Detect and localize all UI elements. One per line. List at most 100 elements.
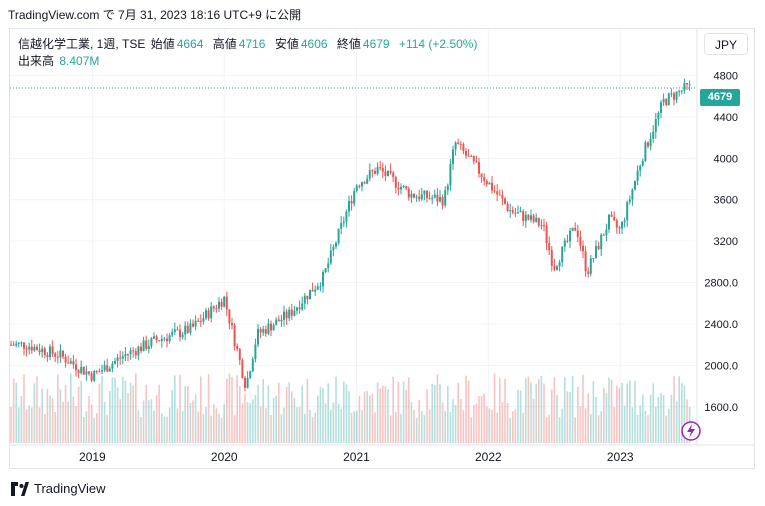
volume-bar xyxy=(605,392,608,443)
volume-bar xyxy=(324,403,327,443)
volume-bar xyxy=(540,375,543,443)
volume-bar xyxy=(189,402,192,443)
footer-brand[interactable]: TradingView xyxy=(10,481,106,496)
volume-bar xyxy=(371,394,374,443)
volume-bar xyxy=(504,378,506,443)
candle-body xyxy=(20,342,23,344)
candle-body xyxy=(119,357,122,359)
volume-bar xyxy=(592,381,595,443)
candle-body xyxy=(618,227,621,229)
tradingview-logo-icon xyxy=(11,481,29,496)
candle-body xyxy=(641,161,644,166)
candle-body xyxy=(649,138,652,147)
volume-bar xyxy=(595,397,597,443)
volume-bar xyxy=(545,417,548,443)
candle-body xyxy=(33,346,36,351)
candle-body xyxy=(535,217,538,222)
candle-body xyxy=(402,185,405,188)
candle-body xyxy=(116,357,119,361)
volume-bar xyxy=(262,379,264,443)
volume-bar xyxy=(80,380,82,443)
candle-body xyxy=(600,234,603,250)
candle-body xyxy=(301,303,304,310)
volume-bar xyxy=(98,383,101,443)
volume-bar xyxy=(478,396,480,443)
volume-bar xyxy=(530,382,532,443)
volume-bar xyxy=(254,394,257,443)
candle-body xyxy=(90,373,93,381)
volume-bar xyxy=(226,378,228,443)
candle-body xyxy=(566,240,569,242)
candle-body xyxy=(444,190,447,206)
volume-bar xyxy=(569,391,571,443)
candle-body xyxy=(400,187,402,190)
candle-body xyxy=(667,93,670,106)
volume-bar xyxy=(18,407,20,443)
volume-bar xyxy=(101,376,103,443)
legend-high-label: 高値 xyxy=(212,37,237,51)
candle-body xyxy=(249,371,252,378)
candle-body xyxy=(517,212,519,214)
volume-bar xyxy=(473,404,475,443)
candle-body xyxy=(98,371,101,373)
volume-bar xyxy=(314,412,316,443)
volume-bar xyxy=(90,404,93,443)
volume-bar xyxy=(462,410,465,443)
candle-body xyxy=(522,211,525,221)
candle-body xyxy=(244,377,246,388)
volume-bar xyxy=(44,413,46,443)
volume-bar xyxy=(488,408,491,443)
candle-body xyxy=(368,170,371,179)
candle-body xyxy=(15,343,18,346)
candle-body xyxy=(270,323,272,331)
volume-bar xyxy=(207,374,210,443)
candle-body xyxy=(686,82,688,85)
candle-body xyxy=(452,149,454,165)
volume-bar xyxy=(348,391,350,443)
candle-body xyxy=(173,329,176,333)
volume-bar xyxy=(85,411,88,443)
candle-body xyxy=(485,180,488,185)
candle-body xyxy=(111,363,114,369)
candle-body xyxy=(353,190,356,204)
volume-bar xyxy=(475,403,478,443)
volume-bar xyxy=(23,374,25,443)
volume-bar xyxy=(12,378,15,443)
volume-bar xyxy=(441,402,444,443)
currency-button[interactable]: JPY xyxy=(704,33,748,55)
candle-body xyxy=(147,346,150,349)
volume-bar xyxy=(228,373,231,443)
candle-body xyxy=(548,243,551,251)
candle-body xyxy=(290,309,293,316)
volume-bar xyxy=(132,385,134,443)
candle-body xyxy=(64,356,67,363)
volume-bar xyxy=(158,384,160,443)
legend-volume-label: 出来高 xyxy=(18,54,55,68)
volume-bar xyxy=(493,373,496,443)
volume-bar xyxy=(166,416,168,443)
candle-body xyxy=(626,201,629,221)
candle-body xyxy=(306,295,309,300)
candle-body xyxy=(285,311,288,319)
legend-low-value: 4606 xyxy=(300,37,328,51)
candle-body xyxy=(384,171,387,176)
candle-body xyxy=(459,143,462,145)
legend-close-value: 4679 xyxy=(362,37,390,51)
volume-bar xyxy=(36,376,38,443)
candle-body xyxy=(467,155,470,157)
candle-body xyxy=(478,162,480,174)
candle-body xyxy=(628,199,631,202)
candle-body xyxy=(288,309,291,319)
y-tick-label: 2400.0 xyxy=(704,319,738,331)
volume-bar xyxy=(522,412,524,443)
volume-bar xyxy=(410,402,413,443)
candle-body xyxy=(124,354,127,357)
candle-body xyxy=(527,214,530,220)
candle-body xyxy=(553,265,556,270)
volume-bar xyxy=(259,406,262,443)
candle-body xyxy=(543,225,545,227)
candle-body xyxy=(223,296,226,307)
candle-body xyxy=(342,221,345,223)
volume-bar xyxy=(220,417,223,443)
